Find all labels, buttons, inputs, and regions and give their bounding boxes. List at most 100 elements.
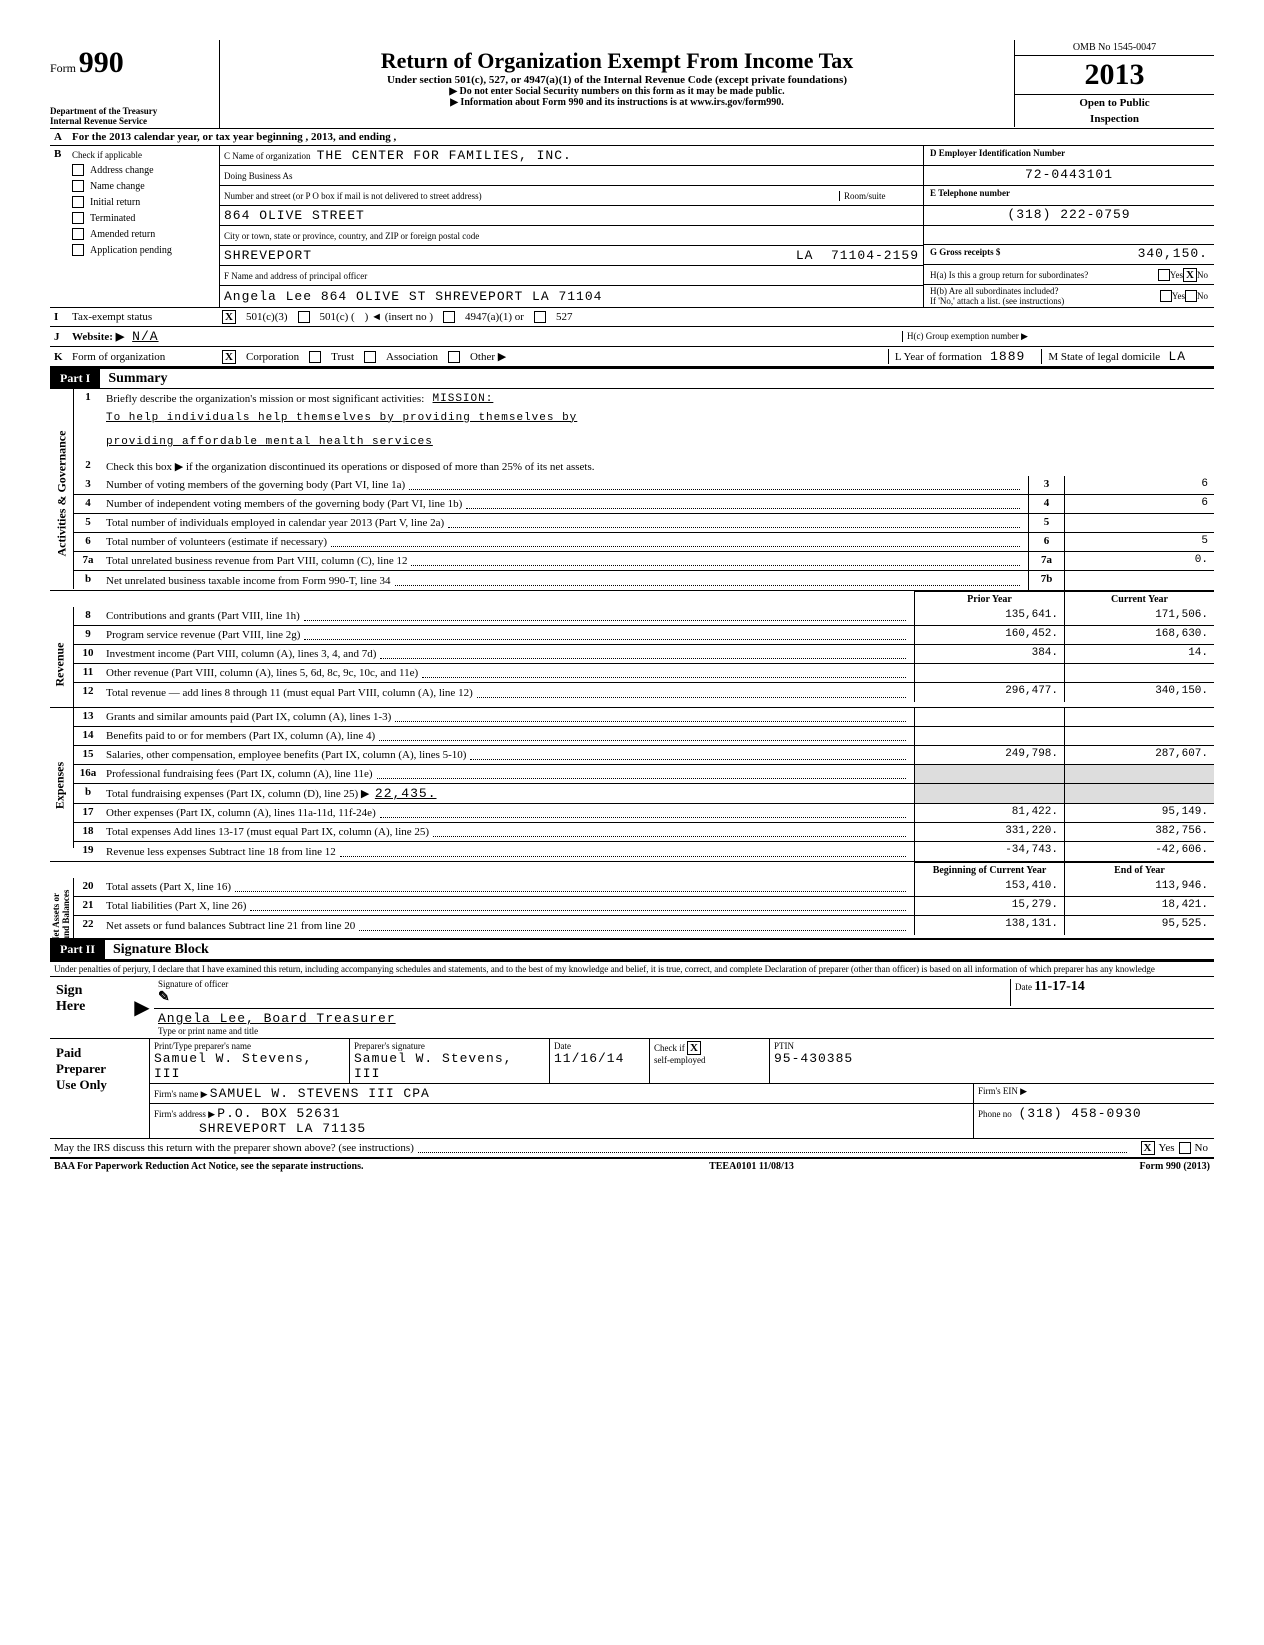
letter-k: K <box>54 351 63 363</box>
tax-year-range: For the 2013 calendar year, or tax year … <box>72 131 396 143</box>
phone-label: E Telephone number <box>924 186 1214 206</box>
gross-row: G Gross receipts $ 340,150. <box>924 245 1214 265</box>
signature-block: Under penalties of perjury, I declare th… <box>50 960 1214 1158</box>
sign-here-row: Sign Here ▶ Signature of officer✎ Date 1… <box>50 977 1214 1039</box>
checkbox[interactable] <box>1160 290 1172 302</box>
name-title-line: Angela Lee, Board Treasurer Type or prin… <box>154 1009 1214 1038</box>
checkbox[interactable] <box>72 196 84 208</box>
ein-value: 72-0443101 <box>924 166 1214 186</box>
checkbox[interactable] <box>309 351 321 363</box>
section-c: C Name of organization THE CENTER FOR FA… <box>220 146 924 307</box>
checkbox[interactable] <box>448 351 460 363</box>
checkbox-yes[interactable]: X <box>1141 1141 1155 1155</box>
street-label-row: Number and street (or P O box if mail is… <box>220 186 923 206</box>
form-id-block: Form 990 Department of the Treasury Inte… <box>50 40 220 128</box>
officer-label-row: F Name and address of principal officer <box>220 266 923 286</box>
row-i: I Tax-exempt status X501(c)(3) 501(c) ( … <box>50 308 1214 327</box>
title-block: Return of Organization Exempt From Incom… <box>220 40 1014 112</box>
form-title: Return of Organization Exempt From Incom… <box>228 48 1006 74</box>
sidebar-revenue: Revenue <box>50 607 74 707</box>
sidebar-activities: Activities & Governance <box>50 389 74 589</box>
row-j: J Website: ▶ N/A H(c) Group exemption nu… <box>50 327 1214 347</box>
form-subtitle: Under section 501(c), 527, or 4947(a)(1)… <box>228 74 1006 86</box>
phone-value: (318) 222-0759 <box>924 206 1214 226</box>
ein-label: D Employer Identification Number <box>924 146 1214 166</box>
footer-row: BAA For Paperwork Reduction Act Notice, … <box>50 1158 1214 1174</box>
part-2-header: Part II Signature Block <box>50 938 1214 960</box>
form-note-1: ▶ Do not enter Social Security numbers o… <box>228 86 1006 97</box>
hc-label: H(c) Group exemption number ▶ <box>902 331 1192 342</box>
sidebar-expenses: Expenses <box>50 708 74 848</box>
discuss-row: May the IRS discuss this return with the… <box>50 1139 1214 1158</box>
tax-exempt-label: Tax-exempt status <box>72 311 212 323</box>
footer-form: Form 990 (2013) <box>1139 1161 1210 1172</box>
checkbox[interactable] <box>443 311 455 323</box>
paid-label: Paid Preparer Use Only <box>50 1039 150 1138</box>
chk-initial-return: Initial return <box>50 194 219 210</box>
letter-b: B <box>54 148 61 160</box>
checkbox[interactable] <box>1179 1142 1191 1154</box>
street-row: 864 OLIVE STREET <box>220 206 923 226</box>
website-value: N/A <box>132 329 158 344</box>
section-d: D Employer Identification Number 72-0443… <box>924 146 1214 307</box>
checkbox[interactable] <box>72 212 84 224</box>
city-row: SHREVEPORT LA 71104-2159 <box>220 246 923 266</box>
checkbox-501c3[interactable]: X <box>222 310 236 324</box>
part-1-label: Part I <box>50 369 100 388</box>
hb-row: H(b) Are all subordinates included?If 'N… <box>924 285 1214 307</box>
checkbox-checked[interactable]: X <box>1183 268 1197 282</box>
checkbox[interactable] <box>72 164 84 176</box>
chk-amended: Amended return <box>50 226 219 242</box>
arrow-icon: ▶ <box>130 977 154 1038</box>
checkbox[interactable] <box>72 228 84 240</box>
form-990-page: Form 990 Department of the Treasury Inte… <box>0 0 1264 1645</box>
dept-treasury: Department of the Treasury <box>50 80 211 116</box>
row-a: A For the 2013 calendar year, or tax yea… <box>50 129 1214 146</box>
dept-irs: Internal Revenue Service <box>50 116 211 126</box>
baa-text: BAA For Paperwork Reduction Act Notice, … <box>54 1161 364 1172</box>
chk-pending: Application pending <box>50 242 219 258</box>
chk-address-change: Address change <box>50 162 219 178</box>
letter-j: J <box>54 331 60 343</box>
sign-here-label: Sign Here <box>50 977 130 1038</box>
org-name: THE CENTER FOR FAMILIES, INC. <box>317 148 572 163</box>
checkbox[interactable] <box>1185 290 1197 302</box>
form-note-2: ▶ Information about Form 990 and its ins… <box>228 97 1006 108</box>
checkbox[interactable] <box>364 351 376 363</box>
ha-row: H(a) Is this a group return for subordin… <box>924 265 1214 285</box>
checkbox[interactable] <box>534 311 546 323</box>
letter-i: I <box>54 311 58 323</box>
open-public-1: Open to Public <box>1015 95 1214 111</box>
bcd-block: B Check if applicable Address change Nam… <box>50 146 1214 308</box>
omb-number: OMB No 1545-0047 <box>1015 40 1214 56</box>
prior-current-header: Prior Year Current Year <box>50 591 1214 607</box>
form-number: 990 <box>79 46 124 79</box>
checkbox[interactable] <box>72 180 84 192</box>
open-public-2: Inspection <box>1015 111 1214 127</box>
begin-end-header: Beginning of Current Year End of Year <box>50 862 1214 878</box>
part-1-title: Summary <box>100 371 167 387</box>
checkbox[interactable] <box>1158 269 1170 281</box>
chk-terminated: Terminated <box>50 210 219 226</box>
signature-line: Signature of officer✎ Date 11-17-14 <box>154 977 1214 1009</box>
row-k: K Form of organization XCorporation Trus… <box>50 347 1214 367</box>
checkbox-corp[interactable]: X <box>222 350 236 364</box>
part-2-title: Signature Block <box>105 942 209 958</box>
chk-name-change: Name change <box>50 178 219 194</box>
form-header: Form 990 Department of the Treasury Inte… <box>50 40 1214 129</box>
city-label-row: City or town, state or province, country… <box>220 226 923 246</box>
blank-row <box>924 226 1214 245</box>
footer-code: TEEA0101 11/08/13 <box>709 1161 794 1172</box>
checkbox[interactable] <box>298 311 310 323</box>
part-1-header: Part I Summary <box>50 367 1214 389</box>
section-b: B Check if applicable Address change Nam… <box>50 146 220 307</box>
org-name-label: C Name of organization <box>224 151 311 161</box>
checkbox[interactable] <box>72 244 84 256</box>
sidebar-net-assets: Net Assets or Fund Balances <box>50 878 74 938</box>
dba-row: Doing Business As <box>220 166 923 186</box>
omb-block: OMB No 1545-0047 2013 Open to Public Ins… <box>1014 40 1214 127</box>
officer-row: Angela Lee 864 OLIVE ST SHREVEPORT LA 71… <box>220 286 923 306</box>
org-name-row: C Name of organization THE CENTER FOR FA… <box>220 146 923 166</box>
form-word: Form <box>50 61 76 75</box>
letter-a: A <box>54 131 62 143</box>
